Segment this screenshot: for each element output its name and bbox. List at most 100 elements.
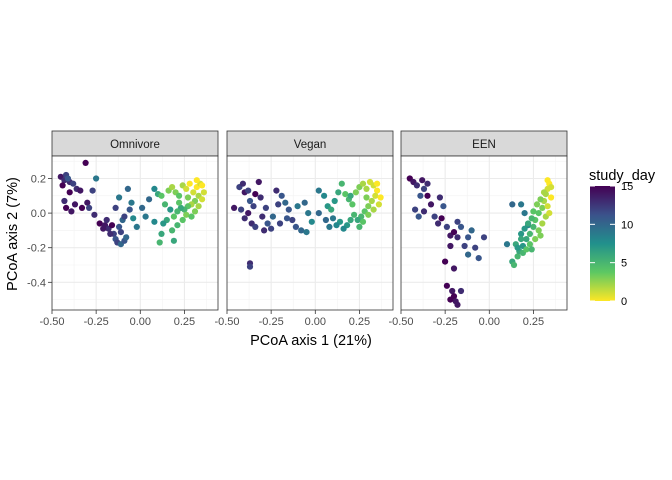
data-point [449, 287, 456, 295]
data-point [331, 197, 338, 205]
data-point [268, 225, 275, 232]
data-point [86, 204, 93, 211]
colorbar-tick-label: 0 [621, 296, 627, 308]
data-point [503, 241, 511, 248]
x-tick-label: -0.25 [433, 316, 458, 328]
data-point [246, 263, 254, 270]
data-point [375, 201, 382, 208]
data-point [151, 185, 158, 192]
y-tick-label: 0.0 [31, 208, 46, 220]
data-point [523, 246, 530, 253]
x-tick-label: -0.25 [84, 316, 109, 328]
gridlines [401, 156, 567, 310]
data-point [245, 210, 252, 217]
colorbar-tick-label: 10 [621, 219, 633, 231]
data-point [535, 227, 542, 234]
data-point [239, 180, 246, 187]
data-point [328, 206, 335, 213]
data-point [107, 230, 114, 237]
data-point [537, 196, 544, 203]
data-point [420, 185, 428, 192]
data-point [544, 203, 551, 210]
data-point [305, 210, 312, 217]
data-point [108, 222, 116, 229]
data-point [548, 184, 555, 191]
data-point [176, 199, 183, 206]
facet-panel-een: EEN -0.50 -0.25 0.00 0.25 [388, 130, 568, 328]
facet-panels: Omnivore -0.50 -0.25 0.00 0.25 Vegan -0.50 -0.2… [39, 130, 568, 328]
panel-border [400, 155, 568, 311]
data-point [186, 180, 193, 187]
gridlines [227, 156, 393, 310]
data-point [156, 239, 163, 246]
data-point [128, 199, 135, 206]
data-point [461, 242, 468, 250]
data-point [454, 301, 461, 308]
data-point [188, 213, 195, 220]
data-point [363, 185, 370, 192]
data-point [447, 296, 454, 303]
data-point [468, 227, 475, 234]
x-tick-label: 0.25 [523, 316, 544, 328]
facet-strip [226, 130, 394, 157]
data-point [530, 223, 537, 230]
data-point [64, 175, 71, 182]
data-point [526, 230, 534, 237]
data-point [174, 208, 181, 215]
data-point [133, 223, 140, 230]
data-point [335, 189, 342, 196]
panel-background [52, 156, 218, 310]
data-point [368, 197, 375, 205]
data-point [158, 192, 165, 199]
data-point [200, 189, 207, 196]
x-tick-label: -0.50 [39, 316, 64, 328]
x-tick-label: -0.50 [388, 316, 413, 328]
data-point [450, 265, 458, 272]
data-point [255, 178, 262, 186]
data-point [530, 208, 537, 215]
colorbar-tick-label: 5 [621, 258, 627, 270]
data-point [261, 227, 268, 234]
data-point [417, 192, 424, 199]
data-point [199, 182, 206, 189]
panel-border [51, 155, 219, 311]
data-point [191, 208, 199, 215]
data-point [273, 187, 280, 194]
data-point [59, 182, 66, 189]
data-point [347, 192, 354, 199]
data-point [514, 253, 521, 260]
data-point [424, 192, 431, 199]
legend-title: study_day [589, 168, 656, 184]
data-point [116, 194, 123, 201]
data-point [342, 191, 349, 198]
data-point [246, 197, 254, 205]
data-point [294, 203, 301, 210]
x-axis-title: PCoA axis 1 (21%) [250, 333, 372, 349]
data-point [257, 194, 264, 201]
data-point [363, 194, 370, 201]
data-point [321, 192, 328, 199]
data-point [521, 225, 528, 232]
data-point [262, 204, 269, 211]
data-point [420, 208, 428, 215]
data-point [169, 227, 176, 234]
data-point [315, 187, 322, 194]
colorbar-tick-label: 15 [621, 181, 633, 193]
data-point [535, 210, 542, 217]
data-point [93, 175, 100, 182]
data-point [521, 210, 528, 217]
data-point [510, 261, 518, 269]
data-point [151, 218, 158, 225]
data-point [70, 180, 77, 187]
data-point [301, 199, 308, 206]
data-point [415, 213, 422, 220]
data-point [298, 227, 305, 234]
data-point [359, 218, 367, 225]
data-point [548, 194, 555, 201]
x-tick-label: -0.50 [214, 316, 239, 328]
data-point [84, 199, 91, 206]
data-point [160, 220, 167, 227]
data-point [518, 201, 525, 208]
data-point [183, 185, 190, 192]
x-tick-label: 0.25 [174, 316, 195, 328]
